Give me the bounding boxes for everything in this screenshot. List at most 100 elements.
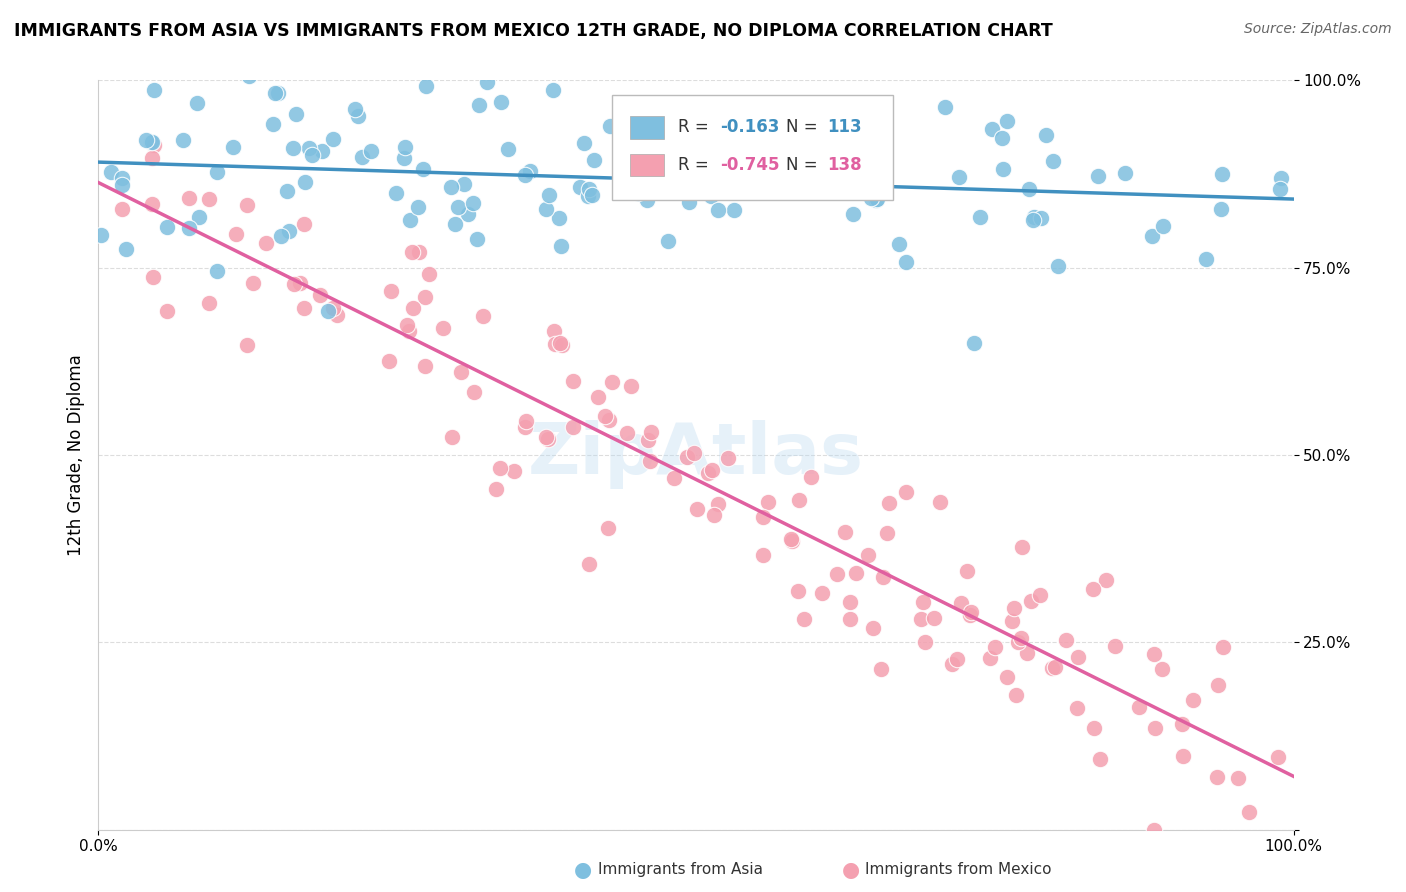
Point — [865, 193, 887, 207]
Point — [941, 657, 963, 672]
Point — [870, 662, 893, 676]
Point — [980, 122, 1002, 136]
Point — [780, 532, 803, 546]
Point — [756, 495, 779, 509]
Point — [1140, 228, 1163, 243]
Point — [787, 584, 810, 599]
Point — [578, 181, 600, 195]
Text: R =: R = — [678, 156, 714, 174]
Point — [399, 212, 422, 227]
Point — [830, 140, 852, 154]
Point — [468, 98, 491, 112]
Point — [620, 379, 643, 393]
Point — [948, 169, 970, 184]
Point — [344, 102, 367, 116]
Point — [636, 193, 658, 207]
Point — [396, 318, 419, 333]
Point — [962, 336, 984, 351]
Point — [441, 430, 464, 444]
Point — [242, 276, 264, 290]
Point — [385, 186, 408, 201]
Point — [551, 338, 574, 352]
Point — [875, 64, 897, 78]
Point — [360, 144, 382, 158]
Point — [465, 232, 488, 246]
Point — [412, 161, 434, 176]
Point — [401, 301, 423, 316]
Point — [440, 180, 463, 194]
Point — [380, 285, 402, 299]
Point — [600, 375, 623, 389]
Point — [1040, 661, 1063, 675]
Point — [537, 432, 560, 446]
Point — [446, 200, 468, 214]
Point — [707, 203, 730, 218]
Point — [406, 200, 429, 214]
Point — [863, 175, 886, 189]
Point — [503, 465, 526, 479]
Point — [945, 652, 967, 666]
Point — [156, 303, 179, 318]
Point — [1019, 594, 1042, 608]
Text: ●: ● — [575, 860, 592, 880]
Point — [457, 207, 479, 221]
Point — [111, 170, 134, 185]
Point — [142, 138, 165, 153]
Point — [723, 203, 745, 218]
Point — [401, 244, 423, 259]
FancyBboxPatch shape — [613, 95, 893, 200]
Point — [1206, 678, 1229, 692]
Point — [598, 413, 620, 427]
Point — [1066, 650, 1088, 665]
Point — [572, 136, 595, 150]
Point — [488, 460, 510, 475]
Point — [179, 191, 201, 205]
Point — [1114, 166, 1136, 180]
Point — [541, 83, 564, 97]
Point — [550, 239, 572, 253]
Point — [432, 321, 454, 335]
Point — [841, 207, 863, 221]
Point — [155, 220, 177, 235]
Point — [627, 186, 650, 201]
Bar — [630, 153, 664, 177]
Point — [141, 136, 163, 150]
Point — [800, 469, 823, 483]
Point — [1005, 688, 1028, 702]
Point — [1007, 635, 1029, 649]
Point — [135, 132, 157, 146]
Point — [793, 612, 815, 626]
Point — [710, 128, 733, 142]
Point — [294, 175, 316, 189]
Point — [856, 548, 879, 562]
Point — [297, 141, 319, 155]
Point — [640, 425, 662, 439]
Point — [238, 69, 260, 83]
Point — [725, 157, 748, 171]
Point — [838, 611, 860, 625]
Point — [283, 277, 305, 292]
Point — [1066, 701, 1088, 715]
Point — [491, 95, 513, 109]
Point — [657, 234, 679, 248]
Point — [413, 359, 436, 373]
Point — [1270, 171, 1292, 186]
Point — [717, 451, 740, 466]
Point — [177, 220, 200, 235]
Point — [301, 148, 323, 162]
Point — [1083, 721, 1105, 735]
Point — [596, 521, 619, 535]
Point — [475, 75, 498, 89]
Point — [599, 120, 621, 134]
Point — [876, 526, 898, 541]
Point — [267, 86, 290, 100]
Point — [496, 142, 519, 156]
Text: -0.163: -0.163 — [720, 119, 779, 136]
Point — [141, 151, 163, 165]
Point — [110, 202, 132, 216]
Point — [186, 96, 208, 111]
Text: ●: ● — [842, 860, 859, 880]
Point — [276, 184, 298, 198]
Point — [1143, 822, 1166, 837]
Point — [1081, 582, 1104, 597]
